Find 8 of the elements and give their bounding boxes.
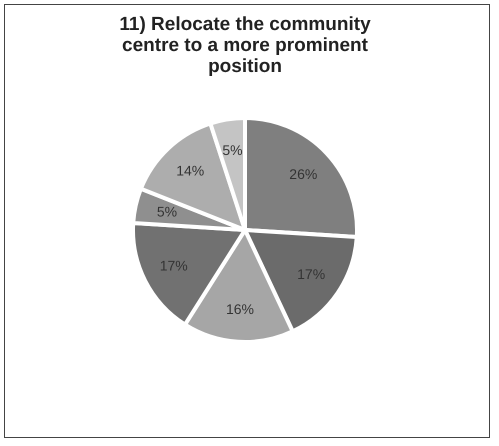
data-label: 26% xyxy=(289,166,318,182)
data-label: 14% xyxy=(176,162,204,179)
chart-title: 11) Relocate the community centre to a more prominent position xyxy=(119,14,372,77)
data-label: 5% xyxy=(222,142,243,158)
data-label: 17% xyxy=(297,266,326,282)
data-label: 16% xyxy=(226,300,254,317)
data-label: 17% xyxy=(160,257,188,274)
data-label: 5% xyxy=(156,204,178,220)
